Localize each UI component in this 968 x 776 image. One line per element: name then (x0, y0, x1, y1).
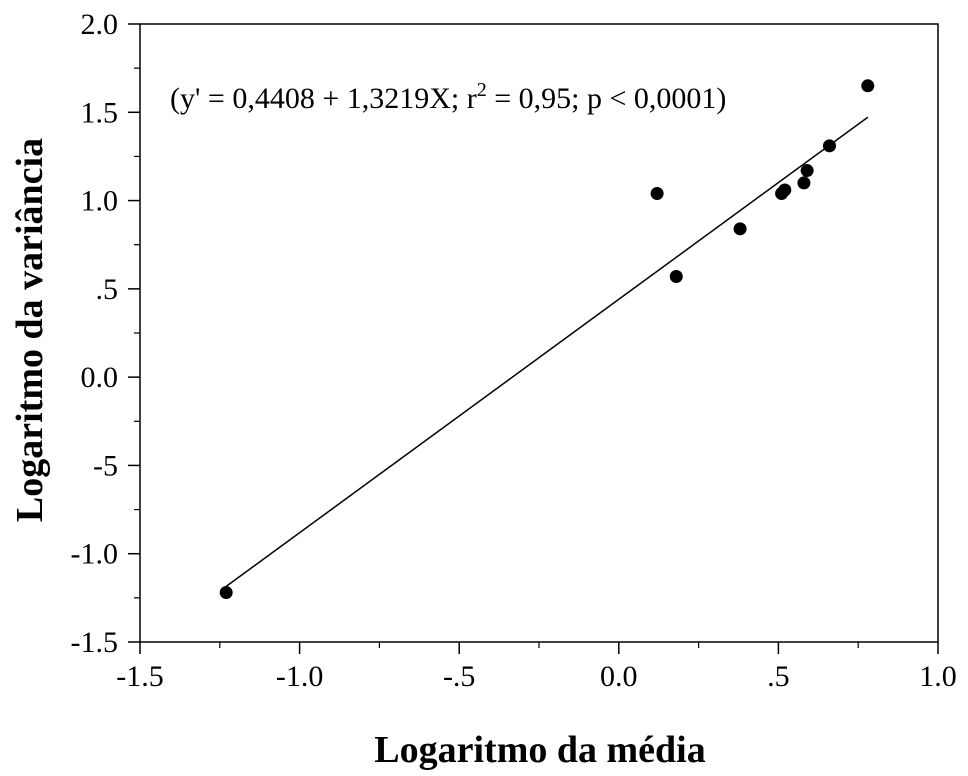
data-point (733, 222, 747, 236)
annotation-suffix: = 0,95; p < 0,0001) (487, 82, 727, 115)
x-axis-title: Logaritmo da média (374, 729, 705, 771)
x-tick-label: 0.0 (600, 660, 638, 693)
data-point (650, 187, 664, 201)
data-point (669, 269, 683, 283)
data-point (861, 79, 875, 93)
y-tick-label: .5 (96, 273, 119, 306)
data-point (778, 183, 792, 197)
x-tick-label: -1.5 (116, 660, 164, 693)
plot-frame (139, 23, 939, 643)
data-point (800, 164, 814, 178)
y-tick-label: 0.0 (81, 361, 119, 394)
annotation-prefix: (y' = 0,4408 + 1,3219X; r (170, 82, 477, 115)
y-axis-ticks: -1.5 -1.0 -5 0.0 .5 1.0 1.5 2.0 (71, 8, 140, 659)
y-tick-label: -5 (93, 449, 118, 482)
y-tick-label: -1.0 (71, 538, 119, 571)
regression-line (225, 116, 869, 588)
y-tick-label: 2.0 (81, 8, 119, 41)
y-tick-label: 1.5 (81, 96, 119, 129)
x-tick-label: 1.0 (919, 660, 957, 693)
annotation-superscript: 2 (477, 79, 487, 101)
y-axis-title: Logaritmo da variância (9, 138, 51, 522)
x-tick-label: -1.0 (276, 660, 324, 693)
minor-ticks (134, 67, 859, 648)
data-point (219, 586, 233, 600)
y-tick-label: 1.0 (81, 185, 119, 218)
y-tick-label: -1.5 (71, 626, 119, 659)
x-tick-label: -.5 (443, 660, 476, 693)
data-point (822, 139, 836, 153)
x-axis-ticks: -1.5 -1.0 -.5 0.0 .5 1.0 (116, 642, 957, 693)
data-points (219, 79, 875, 600)
x-tick-label: .5 (767, 660, 790, 693)
regression-annotation: (y' = 0,4408 + 1,3219X; r2 = 0,95; p < 0… (170, 79, 726, 115)
data-point (797, 176, 811, 190)
